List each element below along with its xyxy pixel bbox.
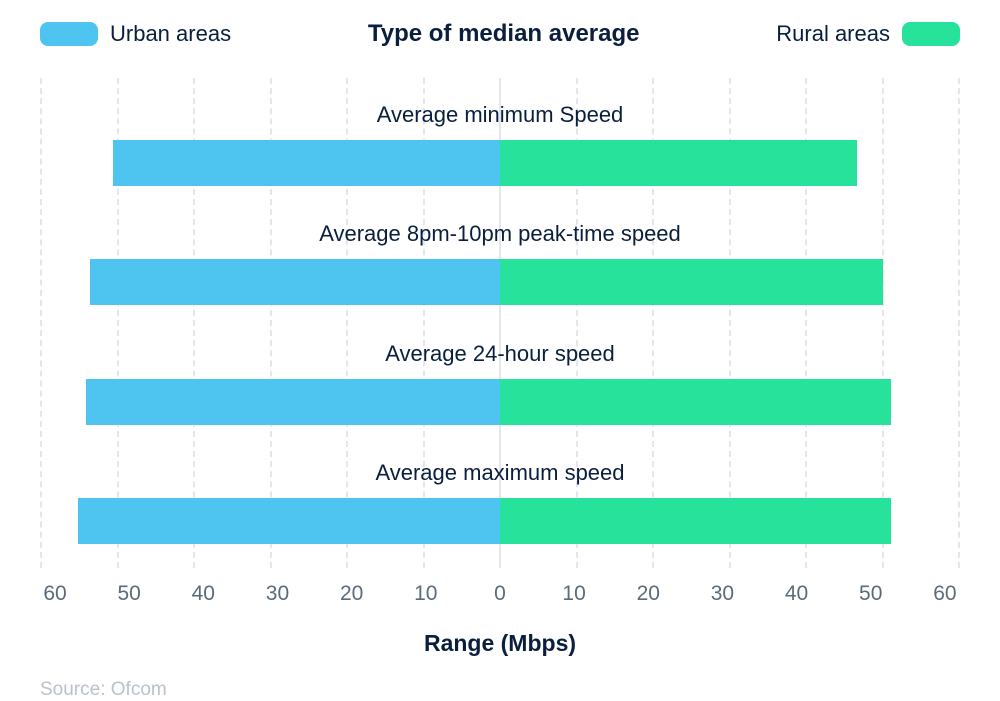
legend-swatch-urban [40,22,98,46]
bar-rural [500,379,891,425]
x-tick: 50 [114,582,144,606]
bar-rural [500,140,857,186]
bar-rural [500,498,891,544]
bar-rural [500,259,883,305]
bar-row: Average maximum speed [40,460,960,544]
x-axis-ticks: 60 50 40 30 20 10 0 10 20 30 40 50 60 [40,582,960,606]
bar-pair [40,140,960,186]
bar-urban [113,140,500,186]
x-tick: 50 [856,582,886,606]
legend-swatch-rural [902,22,960,46]
x-tick: 60 [40,582,70,606]
chart-source: Source: Ofcom [40,679,960,701]
bar-pair [40,379,960,425]
x-tick: 20 [337,582,367,606]
bar-urban [90,259,500,305]
bar-pair [40,498,960,544]
bar-urban [86,379,500,425]
bar-row-label: Average minimum Speed [377,102,624,128]
legend-label-urban: Urban areas [110,21,231,47]
x-tick: 60 [930,582,960,606]
bar-row-label: Average 24-hour speed [385,341,615,367]
bar-urban [78,498,500,544]
bar-row: Average 8pm-10pm peak-time speed [40,221,960,305]
chart-title: Type of median average [368,20,640,48]
x-tick: 20 [633,582,663,606]
chart-rows: Average minimum Speed Average 8pm-10pm pe… [40,78,960,568]
chart-header: Urban areas Type of median average Rural… [40,20,960,48]
x-tick: 0 [485,582,515,606]
bar-row-label: Average maximum speed [375,460,624,486]
x-axis-label: Range (Mbps) [40,630,960,657]
bar-pair [40,259,960,305]
bar-row-label: Average 8pm-10pm peak-time speed [319,221,681,247]
bar-row: Average minimum Speed [40,102,960,186]
x-tick: 40 [782,582,812,606]
x-tick: 10 [559,582,589,606]
legend-urban: Urban areas [40,21,231,47]
legend-label-rural: Rural areas [776,21,890,47]
x-tick: 10 [411,582,441,606]
x-tick: 30 [707,582,737,606]
x-tick: 30 [262,582,292,606]
chart-plot-area: Average minimum Speed Average 8pm-10pm pe… [40,78,960,568]
x-tick: 40 [188,582,218,606]
legend-rural: Rural areas [776,21,960,47]
bar-row: Average 24-hour speed [40,341,960,425]
